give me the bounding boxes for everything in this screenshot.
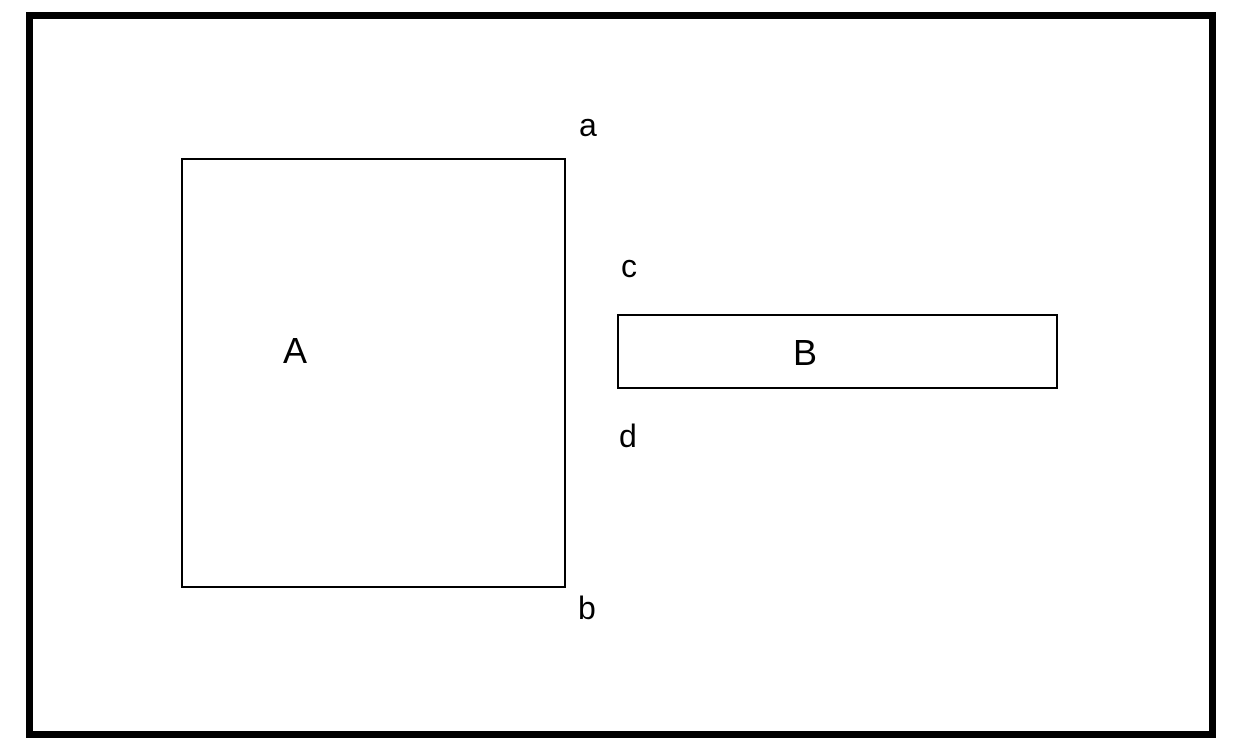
label-point-c: c: [621, 248, 637, 285]
box-a: [181, 158, 566, 588]
box-b: [617, 314, 1058, 389]
label-point-d: d: [619, 418, 637, 455]
label-point-a: a: [579, 107, 597, 144]
label-box-b: B: [793, 332, 817, 374]
label-point-b: b: [578, 590, 596, 627]
label-box-a: A: [283, 330, 307, 372]
